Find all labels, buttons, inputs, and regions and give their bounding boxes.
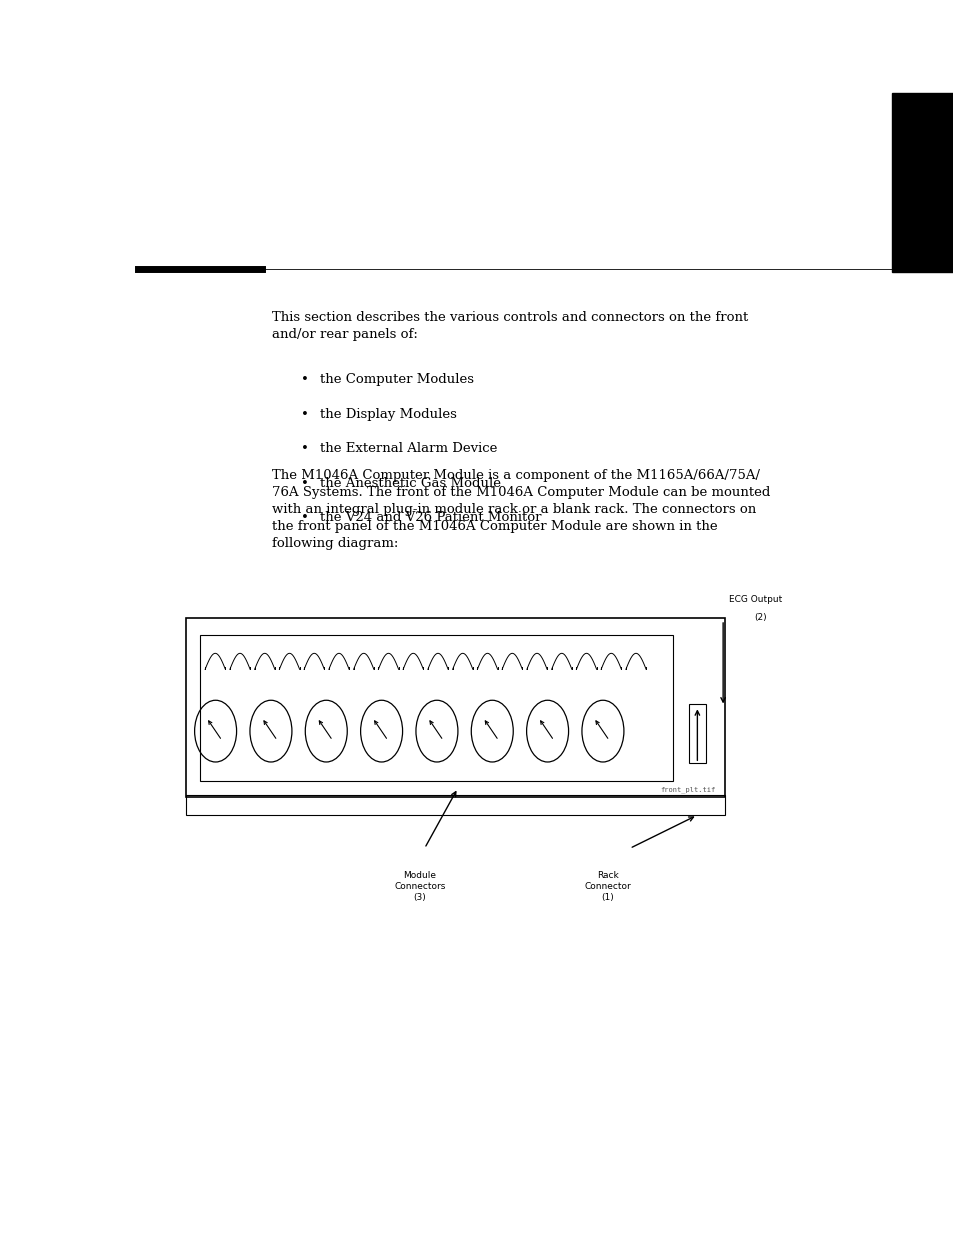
Text: •: • — [301, 477, 309, 490]
Text: This section describes the various controls and connectors on the front
and/or r: This section describes the various contr… — [272, 311, 747, 341]
Text: front_plt.tif: front_plt.tif — [659, 787, 715, 793]
Text: the Computer Modules: the Computer Modules — [319, 373, 473, 387]
Text: The M1046A Computer Module is a component of the M1165A/66A/75A/
76A Systems. Th: The M1046A Computer Module is a componen… — [272, 469, 769, 551]
Text: •: • — [301, 442, 309, 456]
Text: the V24 and V26 Patient Monitor: the V24 and V26 Patient Monitor — [319, 511, 540, 525]
Bar — [186, 618, 724, 797]
Bar — [688, 704, 705, 763]
Bar — [891, 93, 953, 272]
Bar — [200, 635, 672, 781]
Text: •: • — [301, 511, 309, 525]
Text: •: • — [301, 373, 309, 387]
Text: ECG Output: ECG Output — [728, 595, 781, 604]
Text: Module
Connectors
(3): Module Connectors (3) — [394, 871, 445, 902]
Text: Rack
Connector
(1): Rack Connector (1) — [583, 871, 631, 902]
Text: •: • — [301, 408, 309, 421]
Text: the External Alarm Device: the External Alarm Device — [319, 442, 497, 456]
Text: the Display Modules: the Display Modules — [319, 408, 456, 421]
Bar — [186, 795, 724, 815]
Text: (2): (2) — [753, 613, 766, 621]
Text: the Anesthetic Gas Module: the Anesthetic Gas Module — [319, 477, 500, 490]
